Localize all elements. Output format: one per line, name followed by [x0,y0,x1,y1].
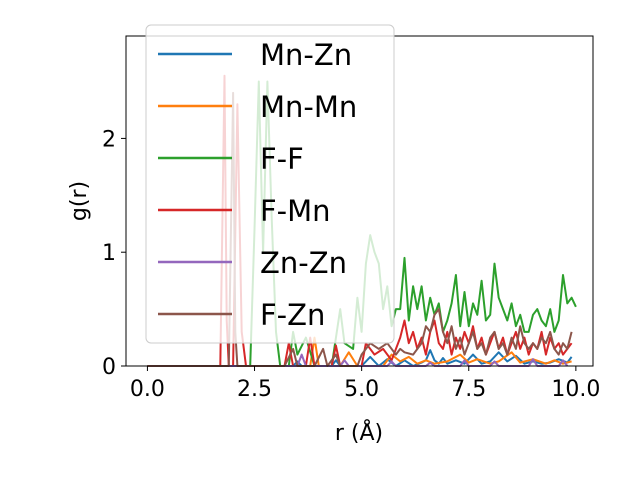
legend-label: Mn-Mn [260,90,357,124]
series-line-f-f [147,80,577,367]
legend-label: Mn-Zn [260,38,352,72]
x-axis: 0.0 2.5 5.0 7.5 10.0 [130,366,600,402]
x-axis-label: r (Å) [335,419,383,446]
legend-box [145,24,395,344]
legend-label: Zn-Zn [260,246,347,280]
legend-label: F-Mn [260,194,331,228]
x-tick-label: 2.5 [237,377,272,402]
x-tick-label: 10.0 [551,377,600,402]
y-tick-label: 2 [102,127,116,152]
legend-label: F-F [260,142,304,176]
series-line-f-zn [147,91,573,367]
legend-label: F-Zn [260,298,325,332]
y-axis: 0 1 2 [102,127,126,380]
y-tick-label: 0 [102,355,116,380]
x-tick-label: 5.0 [344,377,379,402]
y-tick-label: 1 [102,241,116,266]
x-tick-label: 7.5 [451,377,486,402]
y-axis-label: g(r) [67,181,92,221]
legend: Mn-Zn Mn-Mn F-F F-Mn Zn-Zn F-Zn [145,24,395,344]
x-tick-label: 0.0 [130,377,165,402]
